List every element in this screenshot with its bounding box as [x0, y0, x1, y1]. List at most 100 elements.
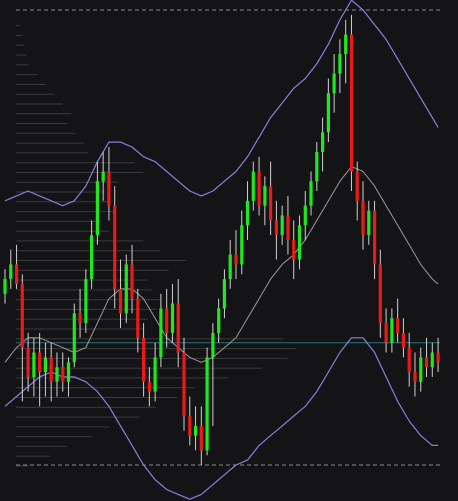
- volume-profile-bar: [16, 406, 156, 408]
- candle-body-down: [274, 220, 278, 236]
- candle-body-down: [257, 171, 261, 206]
- candle-body-up: [211, 332, 215, 358]
- candle-body-up: [3, 279, 7, 294]
- volume-profile-bar: [16, 436, 93, 438]
- candle-body-down: [401, 332, 405, 348]
- candle-body-down: [396, 318, 400, 333]
- candle-body-up: [159, 308, 163, 358]
- volume-profile-bar: [16, 250, 161, 252]
- candle-body-up: [66, 362, 71, 382]
- candle-body-down: [136, 298, 140, 338]
- bollinger-lower-line: [4, 337, 439, 500]
- candle-body-down: [38, 352, 42, 373]
- volume-profile-bar: [16, 387, 195, 389]
- volume-profile-bar: [16, 299, 161, 301]
- volume-profile-bar: [16, 181, 118, 183]
- candle-body-up: [280, 215, 284, 236]
- volume-profile-bar: [16, 260, 186, 261]
- candle-body-down: [292, 239, 296, 260]
- candle-body-down: [199, 425, 203, 451]
- candle-body-down: [384, 323, 388, 343]
- volume-profile-bar: [16, 416, 139, 418]
- candle-body-down: [147, 381, 151, 392]
- candle-body-up: [419, 357, 423, 382]
- candle-body-down: [130, 264, 134, 299]
- candle-body-down: [20, 284, 24, 348]
- candle-body-down: [355, 171, 359, 201]
- candle-body-down: [234, 254, 238, 265]
- candle-body-up: [153, 357, 157, 392]
- candle-body-down: [361, 200, 365, 235]
- candle-body-down: [436, 352, 440, 363]
- candle-body-down: [61, 367, 65, 382]
- candle-body-up: [228, 254, 232, 280]
- candle-body-down: [286, 215, 290, 240]
- candle-body-down: [113, 205, 117, 289]
- candle-body-up: [84, 279, 88, 324]
- candle-body-down: [269, 186, 273, 221]
- volume-profile-bar: [16, 25, 21, 27]
- candle-body-up: [251, 171, 255, 201]
- volume-profile-bar: [16, 465, 29, 467]
- candle-body-up: [101, 171, 105, 182]
- volume-profile-bar: [16, 289, 152, 291]
- volume-profile-bar: [16, 74, 38, 76]
- volume-profile-bar: [16, 191, 106, 193]
- candle-body-down: [188, 416, 192, 436]
- volume-profile-bar: [16, 348, 296, 350]
- candle-body-up: [303, 205, 307, 226]
- volume-profile-bar: [16, 132, 76, 134]
- candle-body-up: [9, 264, 13, 280]
- volume-profile-bar: [16, 162, 135, 164]
- volume-profile-bar: [16, 240, 144, 242]
- candle-body-up: [90, 235, 94, 280]
- candle-body-down: [424, 357, 429, 368]
- candle-body-up: [338, 54, 342, 74]
- candle-body-up: [240, 225, 244, 265]
- candle-body-down: [78, 313, 82, 324]
- candle-body-down: [142, 337, 146, 382]
- volume-profile-bar: [16, 377, 229, 379]
- candle-body-up: [72, 313, 76, 363]
- candle-body-up: [326, 93, 330, 133]
- candle-body-up: [95, 181, 99, 235]
- candle-body-down: [118, 288, 123, 314]
- volume-profile-bar: [16, 152, 89, 154]
- candle-body-up: [344, 34, 348, 55]
- candle-body-up: [390, 318, 394, 343]
- candle-body-down: [373, 210, 377, 265]
- candle-body-down: [15, 264, 19, 284]
- candle-body-up: [309, 181, 313, 206]
- volume-profile-bar: [16, 279, 148, 281]
- volume-profile-bar: [16, 230, 110, 232]
- candle-body-down: [182, 352, 186, 417]
- candle-body-up: [43, 357, 47, 373]
- candle-body-down: [413, 372, 417, 382]
- volume-profile-bar: [16, 35, 23, 36]
- volume-profile-bar: [16, 113, 72, 115]
- candle-body-up: [170, 303, 175, 333]
- candle-body-up: [55, 367, 59, 382]
- volume-profile-bar: [16, 338, 284, 340]
- candle-body-up: [32, 352, 36, 377]
- volume-profile-bar: [16, 172, 144, 173]
- volume-profile-bar: [16, 220, 101, 222]
- volume-profile-bar: [16, 83, 46, 85]
- volume-profile-bar: [16, 445, 67, 447]
- candle-body-up: [124, 264, 128, 314]
- candle-body-up: [332, 73, 336, 94]
- candle-body-down: [49, 357, 53, 382]
- volume-profile-bar: [16, 397, 178, 398]
- candle-body-down: [378, 264, 382, 324]
- volume-profile-bar: [16, 426, 110, 428]
- volume-profile-bar: [16, 54, 27, 56]
- volume-profile-bar: [16, 103, 63, 105]
- candle-body-up: [263, 186, 267, 206]
- volume-profile-bar: [16, 455, 50, 457]
- moving-average-line: [4, 166, 439, 363]
- candle-body-up: [205, 357, 209, 451]
- volume-profile-bar: [16, 367, 263, 369]
- candle-body-down: [165, 308, 169, 333]
